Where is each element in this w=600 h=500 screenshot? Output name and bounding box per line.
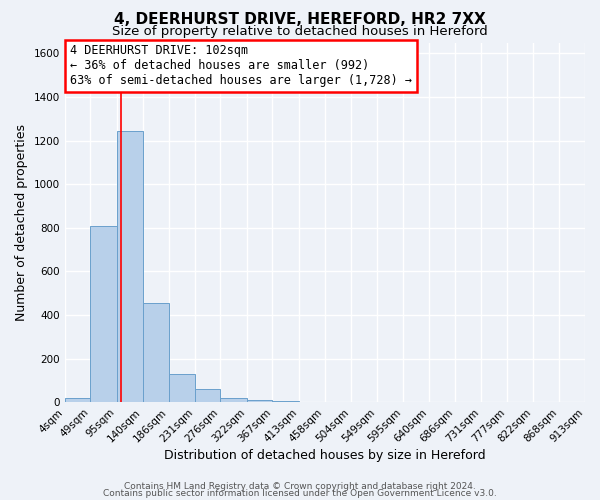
Y-axis label: Number of detached properties: Number of detached properties	[15, 124, 28, 321]
Bar	[272, 401, 299, 402]
Bar	[247, 400, 272, 402]
Bar	[220, 398, 247, 402]
Bar	[194, 389, 220, 402]
Text: 4 DEERHURST DRIVE: 102sqm
← 36% of detached houses are smaller (992)
63% of semi: 4 DEERHURST DRIVE: 102sqm ← 36% of detac…	[70, 44, 412, 88]
Bar	[117, 131, 143, 402]
Text: Contains HM Land Registry data © Crown copyright and database right 2024.: Contains HM Land Registry data © Crown c…	[124, 482, 476, 491]
Bar	[65, 398, 91, 402]
Bar	[91, 226, 117, 402]
X-axis label: Distribution of detached houses by size in Hereford: Distribution of detached houses by size …	[164, 450, 485, 462]
Text: Size of property relative to detached houses in Hereford: Size of property relative to detached ho…	[112, 25, 488, 38]
Text: 4, DEERHURST DRIVE, HEREFORD, HR2 7XX: 4, DEERHURST DRIVE, HEREFORD, HR2 7XX	[114, 12, 486, 28]
Text: Contains public sector information licensed under the Open Government Licence v3: Contains public sector information licen…	[103, 490, 497, 498]
Bar	[169, 374, 194, 402]
Bar	[143, 303, 169, 402]
